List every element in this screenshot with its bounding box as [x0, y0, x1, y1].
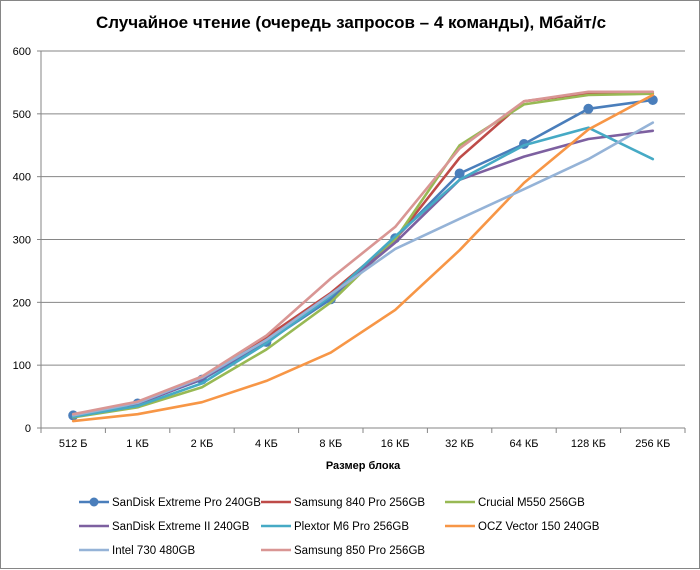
y-tick-label: 500 [13, 109, 31, 121]
y-tick-label: 400 [13, 172, 31, 184]
data-point [583, 103, 594, 114]
x-tick-label: 64 КБ [510, 438, 539, 450]
legend-item: Samsung 850 Pro 256GB [261, 545, 425, 557]
y-tick-labels: 0 100 200 300 400 500 600 [13, 46, 31, 435]
legend-label: SanDisk Extreme Pro 240GB [112, 497, 261, 509]
legend-label: OCZ Vector 150 240GB [478, 521, 600, 533]
series-8 [71, 90, 655, 416]
legend-label: Plextor M6 Pro 256GB [294, 521, 409, 533]
legend-item: SanDisk Extreme Pro 240GB [79, 497, 261, 509]
legend-label: SanDisk Extreme II 240GB [112, 521, 250, 533]
x-tick-label: 1 КБ [126, 438, 149, 450]
legend-label: Intel 730 480GB [112, 545, 195, 557]
x-axis-title: Размер блока [326, 460, 401, 472]
x-tick-label: 8 КБ [319, 438, 342, 450]
axes [40, 51, 686, 433]
legend-item: Plextor M6 Pro 256GB [261, 521, 409, 533]
x-tick-label: 4 КБ [255, 438, 278, 450]
x-tick-label: 2 КБ [191, 438, 214, 450]
x-tick-label: 512 Б [59, 438, 88, 450]
x-tick-label: 16 КБ [381, 438, 410, 450]
legend-item: OCZ Vector 150 240GB [445, 521, 600, 533]
legend-label: Samsung 850 Pro 256GB [294, 545, 425, 557]
series-line [71, 126, 655, 419]
legend: SanDisk Extreme Pro 240GB Samsung 840 Pro… [79, 497, 600, 557]
y-tick-label: 200 [13, 297, 31, 309]
x-tick-label: 32 КБ [445, 438, 474, 450]
y-tick-label: 600 [13, 46, 31, 58]
x-tick-labels: 512 Б 1 КБ 2 КБ 4 КБ 8 КБ 16 КБ 32 КБ 64 КБ 128 … [59, 438, 670, 450]
legend-item: Intel 730 480GB [79, 545, 195, 557]
y-tick-label: 100 [13, 360, 31, 372]
y-tick-label: 0 [25, 423, 31, 435]
x-tick-label: 128 КБ [571, 438, 606, 450]
series-5 [71, 126, 655, 419]
series-6 [71, 93, 655, 423]
data-point [454, 168, 465, 179]
series-line [71, 93, 655, 423]
legend-label: Samsung 840 Pro 256GB [294, 497, 425, 509]
legend-marker [89, 497, 99, 507]
y-tick-label: 300 [13, 235, 31, 247]
series-line [71, 90, 655, 416]
x-tick-label: 256 КБ [635, 438, 670, 450]
series-lines [68, 90, 658, 423]
legend-item: SanDisk Extreme II 240GB [79, 521, 250, 533]
legend-label: Crucial M550 256GB [478, 497, 585, 509]
legend-item: Samsung 840 Pro 256GB [261, 497, 425, 509]
chart-title: Случайное чтение (очередь запросов – 4 к… [96, 13, 606, 32]
legend-item: Crucial M550 256GB [445, 497, 585, 509]
